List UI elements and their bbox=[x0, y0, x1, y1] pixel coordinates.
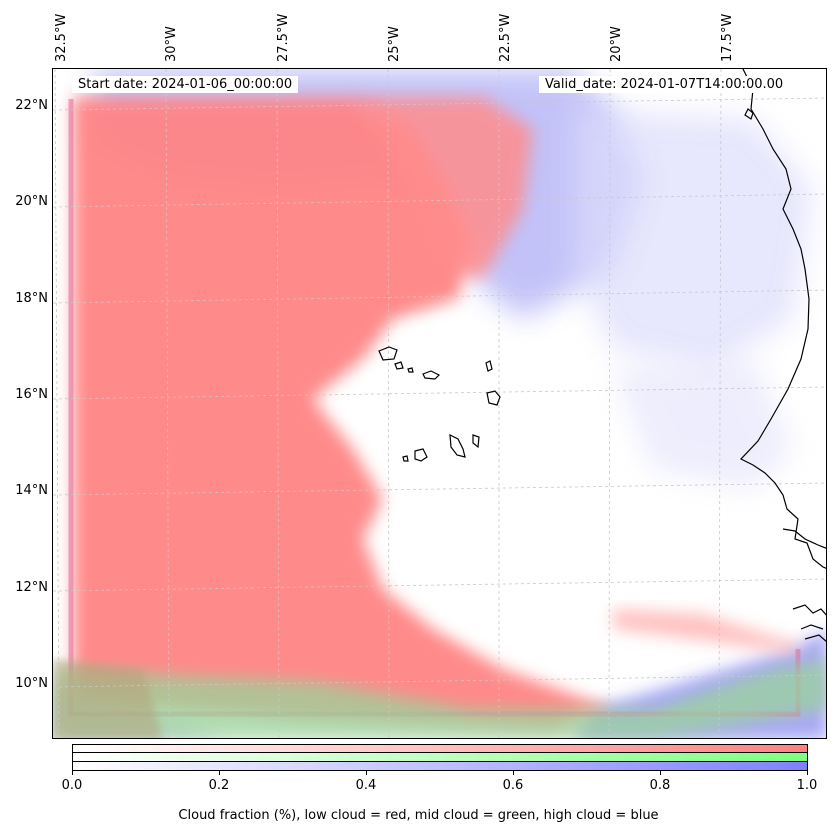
island-sao-vicente bbox=[394, 361, 404, 370]
start-date-label: Start date: 2024-01-06_00:00:00 bbox=[72, 76, 299, 93]
lon-label-20w: 20°W bbox=[609, 26, 624, 62]
lat-label-14n: 14°N bbox=[15, 483, 48, 498]
low-cloud-northeast-tongue bbox=[353, 97, 533, 279]
colorbar-low-cloud bbox=[73, 745, 807, 754]
colorbar-tick bbox=[219, 771, 220, 775]
map-panel bbox=[52, 68, 827, 739]
island-boa-vista bbox=[486, 390, 501, 406]
colorbar-tick bbox=[807, 771, 808, 775]
colorbar-tick-label: 0.8 bbox=[649, 778, 671, 793]
low-cloud-main-deck bbox=[73, 97, 613, 729]
lat-label-22n: 22°N bbox=[15, 98, 48, 113]
mid-cloud-layer bbox=[53, 659, 826, 738]
lon-label-27-5w: 27.5°W bbox=[276, 13, 291, 62]
africa-coastline-guinea bbox=[792, 604, 826, 643]
island-sao-nicolau bbox=[422, 370, 441, 380]
lon-label-25w: 25°W bbox=[387, 26, 402, 62]
colorbar-tick bbox=[513, 771, 514, 775]
island-santa-luzia bbox=[407, 367, 414, 373]
island-fogo bbox=[414, 448, 428, 462]
colorbar-high-cloud bbox=[73, 761, 807, 770]
high-cloud-northeast bbox=[573, 109, 813, 369]
lon-label-17-5w: 17.5°W bbox=[720, 13, 735, 62]
lat-label-16n: 16°N bbox=[15, 387, 48, 402]
africa-coastline bbox=[740, 69, 826, 569]
colorbar-tick-label: 0.0 bbox=[61, 778, 83, 793]
lat-label-12n: 12°N bbox=[15, 580, 48, 595]
valid-date-label: Valid_date: 2024-01-07T14:00:00.00 bbox=[539, 76, 790, 93]
colorbar-tick bbox=[366, 771, 367, 775]
island-santo-antao bbox=[378, 346, 398, 361]
island-brava bbox=[402, 455, 409, 462]
colorbar-tick-label: 0.4 bbox=[355, 778, 377, 793]
canary-fragment bbox=[744, 108, 754, 120]
island-santiago bbox=[449, 433, 466, 458]
lon-label-22-5w: 22.5°W bbox=[498, 13, 513, 62]
island-sal bbox=[485, 360, 493, 372]
colorbar-tick-label: 0.6 bbox=[502, 778, 524, 793]
graticule bbox=[53, 69, 826, 738]
lon-label-32-5w: 32.5°W bbox=[54, 13, 69, 62]
colorbar-tick-label: 0.2 bbox=[208, 778, 230, 793]
lat-label-18n: 18°N bbox=[15, 291, 48, 306]
cape-verde-islands bbox=[378, 346, 501, 462]
cloud-fraction-map bbox=[53, 69, 826, 738]
island-maio bbox=[472, 434, 480, 449]
lat-label-20n: 20°N bbox=[15, 194, 48, 209]
colorbar-tick-label: 1.0 bbox=[796, 778, 818, 793]
high-cloud-east-streaks bbox=[613, 359, 793, 489]
low-cloud-southeast-streak bbox=[613, 609, 798, 654]
colorbar-tick bbox=[660, 771, 661, 775]
coastlines bbox=[740, 69, 826, 643]
lat-label-10n: 10°N bbox=[15, 676, 48, 691]
africa-coastline-south bbox=[782, 528, 826, 549]
colorbar-tick bbox=[72, 771, 73, 775]
colorbar-mid-cloud bbox=[73, 753, 807, 762]
lon-label-30w: 30°W bbox=[164, 26, 179, 62]
colorbar-caption: Cloud fraction (%), low cloud = red, mid… bbox=[178, 808, 659, 823]
colorbar bbox=[72, 744, 808, 771]
mid-cloud-west-wisp bbox=[53, 659, 163, 738]
mid-cloud-south-band bbox=[53, 659, 826, 738]
